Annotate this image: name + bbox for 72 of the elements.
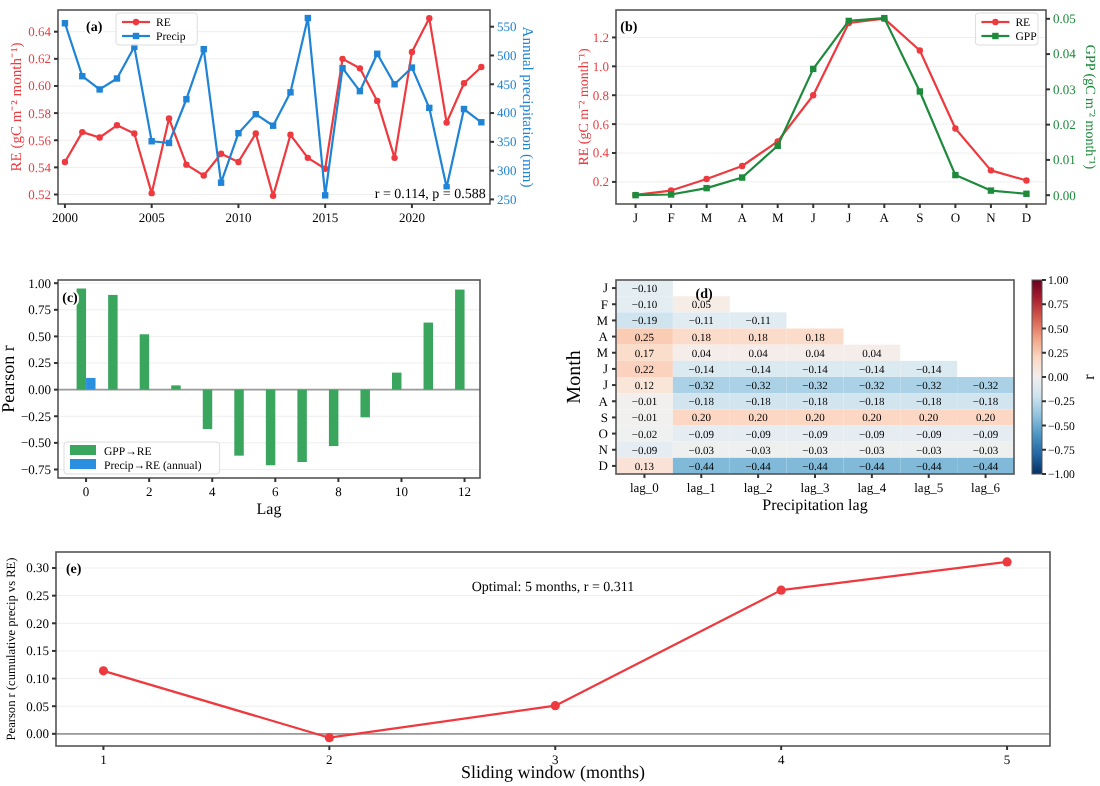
point xyxy=(79,128,86,136)
point xyxy=(916,47,924,54)
point xyxy=(96,86,103,93)
bar xyxy=(202,389,213,430)
point xyxy=(550,701,560,711)
point xyxy=(478,119,485,126)
point xyxy=(113,122,121,129)
bar xyxy=(328,389,339,447)
point xyxy=(374,97,381,105)
point xyxy=(339,64,346,72)
color-bar-title: r xyxy=(1080,373,1098,380)
point xyxy=(304,154,312,162)
y-axis-title: Pearson r xyxy=(0,345,18,413)
point xyxy=(443,119,450,126)
point xyxy=(339,55,346,63)
point xyxy=(183,161,190,168)
point xyxy=(113,75,121,82)
point xyxy=(321,192,329,199)
point xyxy=(98,666,109,676)
point xyxy=(776,585,786,595)
point xyxy=(987,167,995,174)
bar xyxy=(455,289,465,390)
bar xyxy=(392,372,402,390)
point xyxy=(391,154,398,162)
bar xyxy=(297,389,307,463)
point xyxy=(235,129,242,137)
point xyxy=(324,733,334,743)
point xyxy=(131,130,138,137)
point xyxy=(952,171,959,179)
point xyxy=(1023,177,1030,184)
point xyxy=(703,175,710,183)
bar xyxy=(265,389,276,466)
point xyxy=(96,134,103,141)
point xyxy=(269,192,277,200)
y-axis-title: Month xyxy=(564,350,586,404)
point xyxy=(408,64,416,71)
x-axis-title: Precipitation lag xyxy=(762,496,868,514)
point xyxy=(952,125,959,132)
point xyxy=(426,14,433,22)
point xyxy=(460,80,468,87)
point xyxy=(916,88,924,95)
point xyxy=(391,81,398,88)
point xyxy=(183,96,190,103)
point xyxy=(408,48,416,56)
point xyxy=(810,92,817,99)
point xyxy=(287,89,294,96)
bar xyxy=(360,389,370,418)
bar xyxy=(139,334,150,390)
point xyxy=(478,63,485,71)
point xyxy=(217,150,225,157)
point xyxy=(1023,190,1030,197)
point xyxy=(287,131,294,139)
point xyxy=(738,162,746,170)
point xyxy=(738,174,746,181)
x-axis-title: Sliding window (months) xyxy=(460,762,646,782)
bar xyxy=(423,322,434,390)
point xyxy=(703,184,710,192)
point xyxy=(61,158,69,166)
point xyxy=(1002,557,1012,567)
x-axis-title: Lag xyxy=(256,500,282,518)
bar xyxy=(108,294,118,390)
bar xyxy=(234,389,244,456)
point xyxy=(165,115,173,122)
point xyxy=(200,172,207,179)
bar xyxy=(86,377,96,390)
point xyxy=(148,189,155,197)
point xyxy=(235,158,242,166)
point xyxy=(252,130,259,137)
point xyxy=(987,187,995,194)
point xyxy=(356,65,364,72)
point xyxy=(148,138,155,145)
bar xyxy=(76,288,87,390)
